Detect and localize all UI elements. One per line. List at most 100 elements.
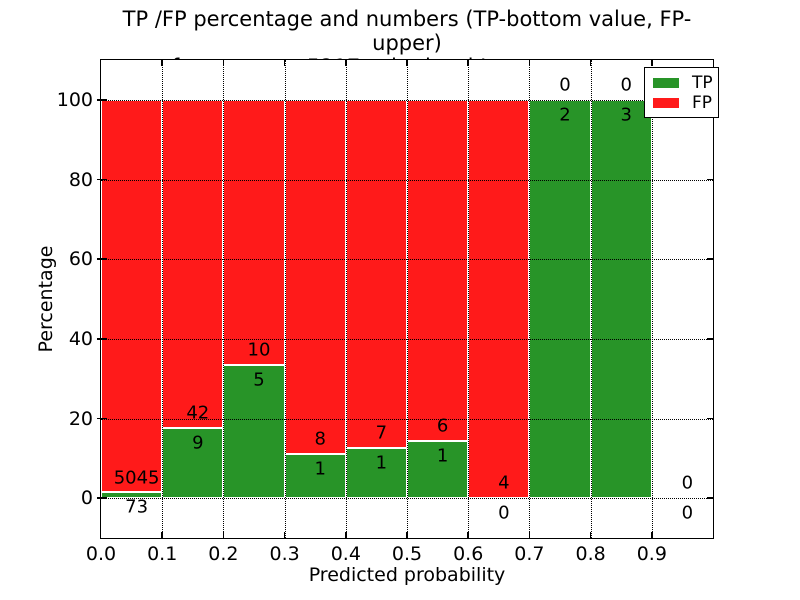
y-tick-right xyxy=(707,338,713,340)
y-tick-right xyxy=(707,497,713,499)
x-tick-bottom xyxy=(283,532,286,538)
bar-segment-tp xyxy=(223,365,285,499)
y-tick-label: 20 xyxy=(68,407,93,430)
y-tick-label: 60 xyxy=(68,248,93,271)
y-gridline xyxy=(101,179,713,181)
grid-layer xyxy=(101,60,713,538)
y-tick-left xyxy=(101,338,107,340)
bar-segment-fp xyxy=(223,99,285,366)
bar-segment-tp xyxy=(407,441,469,499)
x-tick-top xyxy=(222,60,225,66)
x-axis-label: Predicted probability xyxy=(308,564,506,586)
y-tick-out xyxy=(97,417,101,420)
fp-count-label: 6 xyxy=(436,415,449,437)
fp-count-label: 7 xyxy=(375,422,388,444)
fp-count-label: 10 xyxy=(247,339,271,361)
fp-count-label: 5045 xyxy=(113,467,160,489)
x-tick-bottom xyxy=(467,532,469,538)
y-gridline xyxy=(101,99,713,101)
x-gridline xyxy=(407,60,408,538)
y-tick-out xyxy=(97,497,101,499)
bar-segment-fp xyxy=(162,99,224,428)
tp-count-label: 5 xyxy=(253,369,265,391)
tp-count-label: 0 xyxy=(498,502,510,524)
y-gridline xyxy=(101,259,713,261)
y-tick-label: 0 xyxy=(80,487,93,510)
chart-title-line1: TP /FP percentage and numbers (TP-bottom… xyxy=(122,7,692,55)
x-tick-bottom xyxy=(222,532,225,538)
x-tick-label: 0.6 xyxy=(453,543,484,565)
fp-count-label: 0 xyxy=(559,74,571,96)
y-tick-out xyxy=(97,258,101,260)
x-tick-top xyxy=(406,60,408,66)
tp-count-label: 0 xyxy=(681,502,694,524)
tp-count-label: 3 xyxy=(620,104,632,126)
tp-swatch-icon xyxy=(653,78,679,88)
y-tick-label: 100 xyxy=(56,88,93,111)
x-tick-label: 0.3 xyxy=(269,543,300,565)
fp-swatch-icon xyxy=(653,98,679,108)
x-tick-bottom xyxy=(589,532,592,538)
bar-segment-fp xyxy=(407,99,469,442)
x-tick-top xyxy=(283,60,286,66)
y-tick-out xyxy=(97,178,101,181)
y-tick-left xyxy=(101,258,107,260)
annotations-layer: 5045 73 42 9 10 5 8 1 7 1 6 1 4 0 0 2 0 3 0 0 xyxy=(101,60,713,538)
fp-count-label: 0 xyxy=(681,472,694,494)
y-tick-left xyxy=(101,99,107,101)
fp-count-label: 8 xyxy=(314,428,326,450)
y-gridline xyxy=(101,498,713,500)
y-tick-label: 80 xyxy=(68,168,93,191)
legend: TP FP xyxy=(644,67,719,118)
x-tick-label: 0.0 xyxy=(85,543,117,565)
y-tick-out xyxy=(97,338,101,340)
x-tick-bottom xyxy=(161,532,163,538)
bar-segment-fp xyxy=(468,99,530,499)
x-tick-bottom xyxy=(345,532,347,538)
x-gridline xyxy=(651,60,653,538)
bar-segment-fp xyxy=(345,99,407,449)
x-tick-top xyxy=(528,60,531,66)
x-gridline xyxy=(284,60,286,538)
tp-count-label: 9 xyxy=(192,432,204,454)
y-gridline xyxy=(101,418,713,420)
x-gridline xyxy=(468,60,470,538)
tp-count-label: 1 xyxy=(314,458,326,480)
x-gridline xyxy=(223,60,225,538)
legend-label-fp: FP xyxy=(692,93,713,113)
y-tick-label: 40 xyxy=(68,327,93,350)
y-tick-left xyxy=(101,497,107,499)
bar-segment-fp xyxy=(101,99,163,493)
x-gridline xyxy=(590,60,592,538)
fp-count-label: 42 xyxy=(186,402,210,424)
y-tick-right xyxy=(707,417,713,420)
x-gridline xyxy=(162,60,164,538)
y-tick-left xyxy=(101,417,107,420)
x-tick-label: 0.1 xyxy=(147,543,178,565)
bar-segment-tp xyxy=(162,427,224,499)
y-tick-out xyxy=(97,99,101,101)
x-tick-top xyxy=(589,60,592,66)
fp-count-label: 0 xyxy=(620,74,632,96)
x-tick-top xyxy=(161,60,163,66)
y-tick-right xyxy=(707,258,713,260)
bar-segment-tp xyxy=(529,99,591,499)
legend-entry-tp: TP xyxy=(653,75,713,92)
x-tick-label: 0.7 xyxy=(514,543,545,565)
bar-segment-tp xyxy=(101,492,163,499)
legend-entry-fp: FP xyxy=(653,93,713,113)
y-tick-left xyxy=(101,178,107,181)
y-gridline xyxy=(101,338,713,340)
x-tick-top xyxy=(651,60,653,66)
fp-count-label: 4 xyxy=(498,472,510,494)
plot-area: 5045 73 42 9 10 5 8 1 7 1 6 1 4 0 0 2 0 3 0 0 TP FP xyxy=(100,59,719,539)
bars-layer xyxy=(101,60,713,538)
tp-count-label: 73 xyxy=(125,496,149,518)
x-tick-top xyxy=(345,60,347,66)
x-tick-bottom xyxy=(528,532,531,538)
x-gridline xyxy=(529,60,531,538)
x-tick-label: 0.5 xyxy=(391,543,423,565)
x-tick-top xyxy=(467,60,469,66)
tp-count-label: 1 xyxy=(436,445,449,467)
